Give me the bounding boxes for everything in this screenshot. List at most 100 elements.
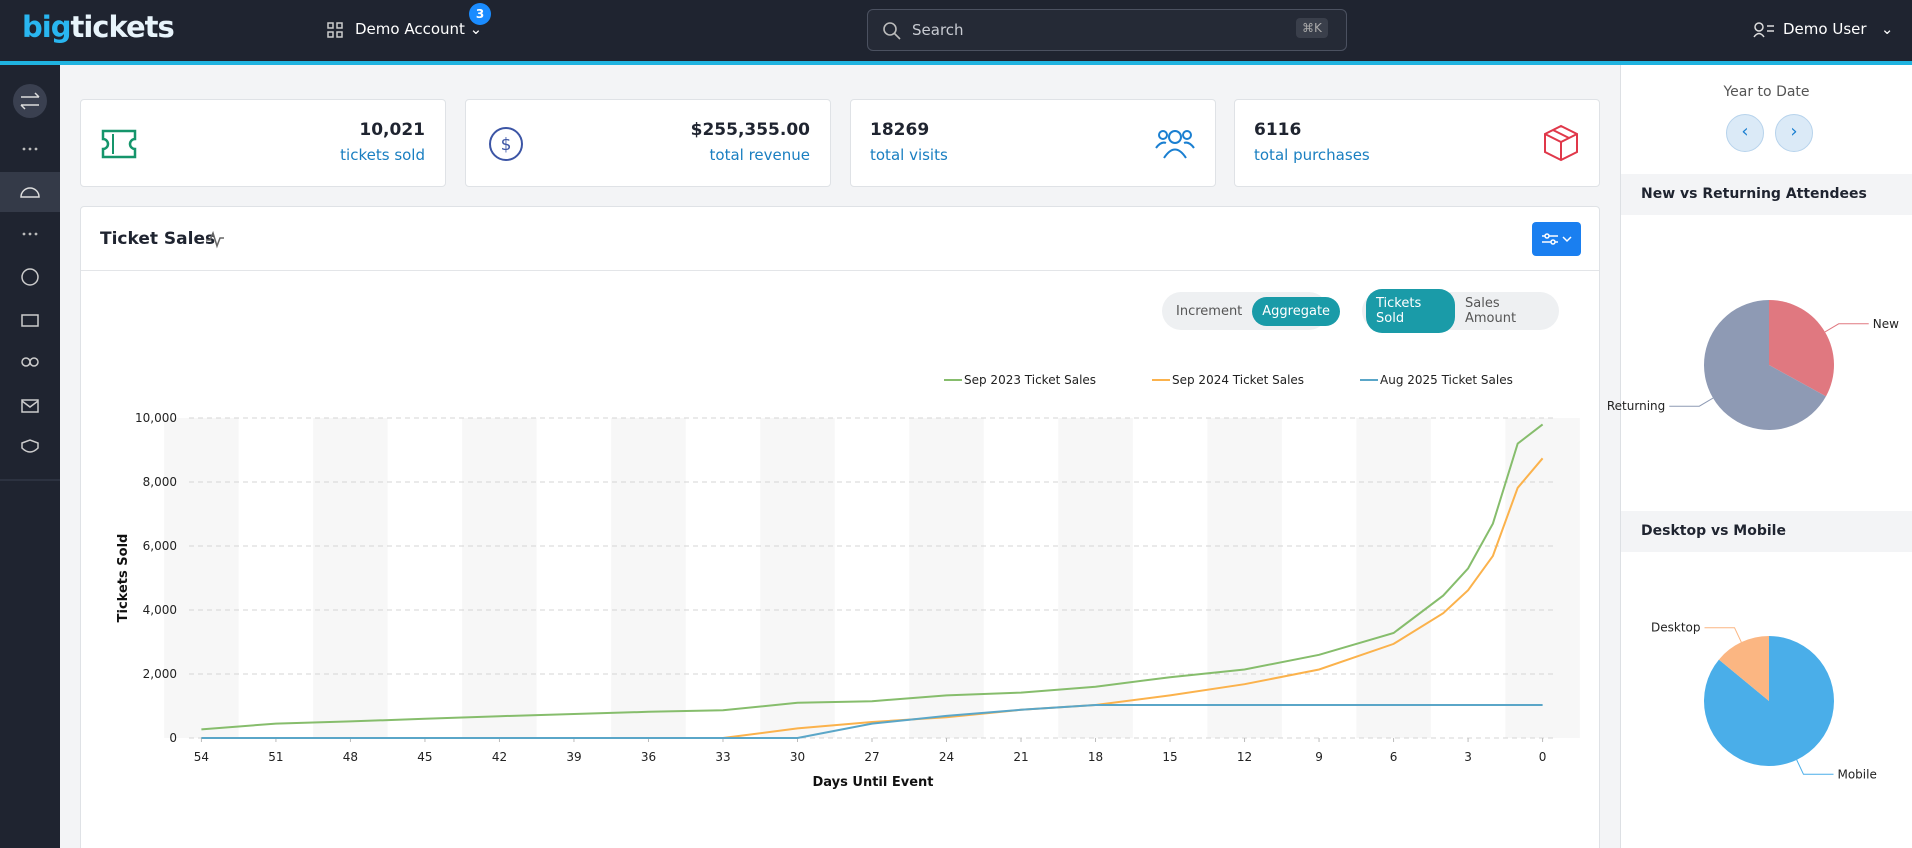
settings-button[interactable] [1532,222,1581,256]
search-placeholder: Search [912,21,964,39]
stat-card: 6116 total purchases [1234,99,1600,187]
x-tick-label: 21 [1013,750,1028,764]
stat-card: 10,021 tickets sold [80,99,446,187]
activity-icon [206,230,224,249]
section-title: Desktop vs Mobile [1621,511,1912,552]
settings-icon [1542,233,1572,245]
stat-card: $ $255,355.00 total revenue [465,99,831,187]
shortcut: ⌘K [1296,18,1328,38]
toggle-option[interactable]: Sales Amount [1464,296,1517,326]
stat-label: tickets sold [340,146,425,164]
y-tick-label: 0 [169,731,177,745]
toggle-option[interactable]: Increment [1176,303,1243,319]
y-tick-label: 10,000 [135,411,177,425]
pie-slice [1718,636,1769,701]
search-icon [883,22,901,40]
user-name: Demo User [1783,20,1867,38]
x-tick-label: 48 [343,750,358,764]
stat-label: total purchases [1254,146,1370,164]
x-tick-label: 42 [492,750,507,764]
stat-value: 10,021 [359,120,425,140]
grid-band [462,418,537,738]
sidebar [0,65,60,848]
stat-value: 18269 [870,120,930,140]
series-line [201,423,1544,731]
stat-value: 6116 [1254,120,1302,140]
stat-label: total revenue [709,146,810,164]
y-tick-label: 6,000 [143,539,177,553]
pie-label: Mobile [1837,767,1876,781]
search-box[interactable]: Search ⌘K [867,9,1347,51]
x-tick-label: 15 [1162,750,1177,764]
grid-band [909,418,984,738]
grid-band [611,418,686,738]
grid-band [1356,418,1431,738]
toggle-option[interactable]: Tickets Sold [1366,289,1455,333]
leader-line [1796,759,1834,775]
grid-band [1058,418,1133,738]
legend-label: Sep 2023 Ticket Sales [964,373,1096,387]
svg-text:$: $ [501,135,512,155]
grid-band [313,418,388,738]
prev-button[interactable]: ‹ [1726,114,1764,152]
user-icon [1753,22,1774,38]
period-label: Year to Date [1723,84,1810,100]
x-tick-label: 0 [1539,750,1547,764]
x-tick-label: 51 [268,750,283,764]
logo[interactable]: bigtickets [22,10,175,44]
y-tick-label: 2,000 [143,667,177,681]
dollar-icon: $ [489,127,523,161]
top-bar: bigtickets Demo Account ⌄ 3 Search ⌘K De… [0,0,1912,65]
x-tick-label: 3 [1464,750,1472,764]
sidebar-icons [0,84,60,481]
account-name: Demo Account [355,20,465,38]
pie-slice [1769,300,1834,397]
metric-toggle: Tickets Sold Sales Amount [1362,289,1559,333]
logo-part: tickets [70,10,174,44]
stat-value: $255,355.00 [690,120,810,140]
pie-slice [1703,300,1826,430]
x-tick-label: 36 [641,750,656,764]
y-tick-label: 4,000 [143,603,177,617]
x-tick-label: 45 [417,750,432,764]
user-menu[interactable]: Demo User ⌄ [1783,20,1894,38]
users-icon [1155,130,1195,159]
grid-band [1207,418,1282,738]
x-axis-title: Days Until Event [812,775,933,790]
stat-label: total visits [870,146,948,164]
badge: 3 [469,3,491,25]
grid-band [164,418,239,738]
ticket-icon [101,129,137,159]
legend-label: Aug 2025 Ticket Sales [1380,373,1513,387]
pie-label: Returning [1607,399,1665,413]
next-button[interactable]: › [1775,114,1813,152]
logo-part: big [22,10,71,44]
stat-card: 18269 total visits [850,99,1216,187]
grid-band [1505,418,1580,738]
x-tick-label: 54 [194,750,209,764]
x-tick-label: 24 [939,750,954,764]
toggle-option[interactable]: Aggregate [1252,296,1341,326]
leader-line [1704,627,1742,643]
x-tick-label: 12 [1237,750,1252,764]
x-tick-label: 33 [715,750,730,764]
panel-header [81,207,1599,271]
leader-line [1824,323,1869,333]
grid-icon [327,22,343,38]
y-axis-title: Tickets Sold [116,534,131,623]
grid-band [760,418,835,738]
box-icon [1544,124,1578,162]
section-title: New vs Returning Attendees [1621,174,1912,215]
x-tick-label: 39 [566,750,581,764]
series-line [201,704,1543,739]
account-menu[interactable]: Demo Account ⌄ [355,20,483,38]
pie-label: New [1873,317,1899,331]
series-line [201,457,1544,739]
pie-slice [1703,636,1834,766]
legend-label: Sep 2024 Ticket Sales [1172,373,1304,387]
x-tick-label: 27 [864,750,879,764]
pie-label: Desktop [1651,621,1701,635]
x-tick-label: 18 [1088,750,1103,764]
